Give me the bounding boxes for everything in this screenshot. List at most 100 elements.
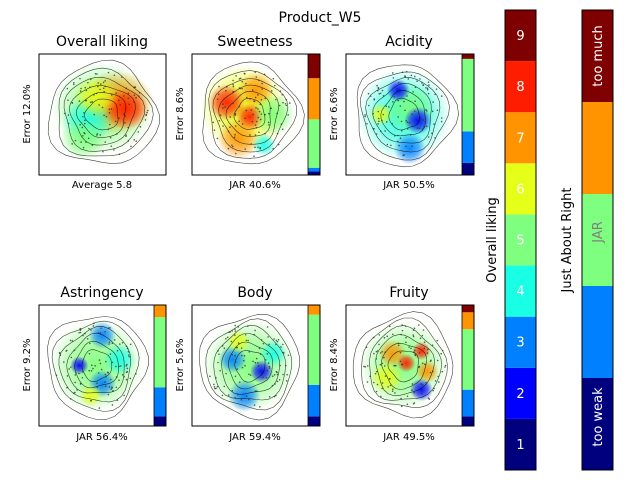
data-point — [104, 381, 106, 383]
jar-bar-segment — [462, 54, 474, 59]
jar-bar-segment — [154, 317, 166, 388]
data-point — [229, 126, 231, 128]
data-point — [253, 155, 255, 157]
data-point — [226, 336, 229, 339]
data-point — [234, 112, 237, 115]
data-point — [408, 121, 411, 124]
data-point — [276, 373, 279, 376]
data-point — [98, 407, 101, 409]
data-point — [134, 86, 137, 88]
data-point — [400, 333, 402, 336]
data-point — [225, 337, 227, 340]
data-point — [280, 123, 283, 125]
data-point — [366, 381, 369, 383]
data-point — [75, 372, 77, 374]
data-point — [114, 120, 117, 123]
data-point — [275, 394, 277, 397]
data-point — [118, 379, 120, 382]
data-point — [82, 135, 84, 137]
data-point — [407, 78, 410, 80]
data-point — [279, 364, 281, 367]
data-point — [135, 140, 138, 142]
data-point — [379, 92, 382, 95]
data-point — [225, 90, 227, 92]
data-point — [279, 90, 282, 92]
data-point — [367, 92, 370, 95]
data-point — [401, 71, 404, 74]
data-point — [260, 339, 263, 341]
data-point — [234, 328, 236, 330]
heat-blob — [415, 360, 439, 384]
data-point — [383, 356, 385, 359]
data-point — [273, 395, 276, 398]
data-point — [90, 370, 93, 372]
data-point — [392, 388, 394, 391]
data-point — [247, 339, 249, 342]
data-point — [108, 343, 110, 345]
jar-colorbar-label: Just About Right — [560, 188, 575, 294]
panel-acidity: Acidity JAR 50.5% Error 6.6% — [329, 34, 475, 191]
data-point — [209, 375, 211, 378]
data-point — [428, 84, 430, 86]
data-point — [112, 390, 114, 392]
data-point — [90, 329, 92, 331]
data-point — [405, 145, 407, 148]
data-point — [420, 383, 422, 385]
data-point — [404, 109, 406, 112]
data-point — [433, 123, 435, 125]
data-point — [274, 383, 276, 385]
data-point — [378, 92, 381, 95]
data-point — [107, 393, 110, 396]
data-point — [108, 108, 111, 111]
contour-line — [208, 70, 297, 159]
data-point — [260, 113, 263, 115]
data-point — [88, 369, 91, 372]
data-point — [422, 84, 425, 86]
jar-label-jar: JAR — [591, 221, 606, 244]
heat-blob — [73, 75, 120, 118]
data-point — [277, 338, 280, 341]
data-point — [124, 115, 127, 117]
contour-line — [381, 342, 427, 390]
liking-level-7 — [505, 112, 536, 164]
data-point — [381, 362, 384, 365]
data-point — [104, 385, 107, 388]
data-point — [258, 347, 261, 350]
data-point — [386, 335, 389, 338]
contour-line — [47, 59, 160, 164]
data-point — [129, 377, 132, 380]
panel-title: Fruity — [389, 285, 428, 301]
liking-level-label: 6 — [516, 182, 524, 197]
data-point — [80, 141, 82, 143]
jar-bar-segment — [308, 167, 320, 172]
data-point — [225, 372, 227, 375]
data-point — [411, 389, 413, 392]
jar-segment — [582, 194, 613, 286]
data-point — [66, 87, 69, 90]
jar-bar-segment — [154, 416, 166, 426]
heat-blob — [70, 356, 89, 375]
data-point — [241, 87, 243, 90]
data-point — [253, 404, 256, 406]
data-point — [73, 349, 76, 352]
data-point — [431, 110, 434, 113]
data-point — [85, 89, 88, 92]
data-point — [396, 140, 399, 143]
data-point — [282, 351, 284, 354]
heatmap — [348, 308, 460, 423]
data-point — [418, 352, 421, 354]
contour-line — [58, 326, 132, 403]
data-point — [281, 128, 284, 131]
data-point — [265, 376, 268, 379]
panel-ylabel: Error 9.2% — [22, 339, 33, 392]
data-point — [243, 72, 246, 75]
data-point — [258, 79, 260, 82]
data-point — [217, 361, 219, 364]
data-point — [107, 71, 110, 74]
data-point — [368, 104, 370, 107]
contour-line — [365, 77, 441, 153]
data-point — [79, 77, 81, 80]
data-point — [219, 114, 222, 116]
data-point — [241, 354, 243, 357]
data-point — [249, 374, 252, 376]
